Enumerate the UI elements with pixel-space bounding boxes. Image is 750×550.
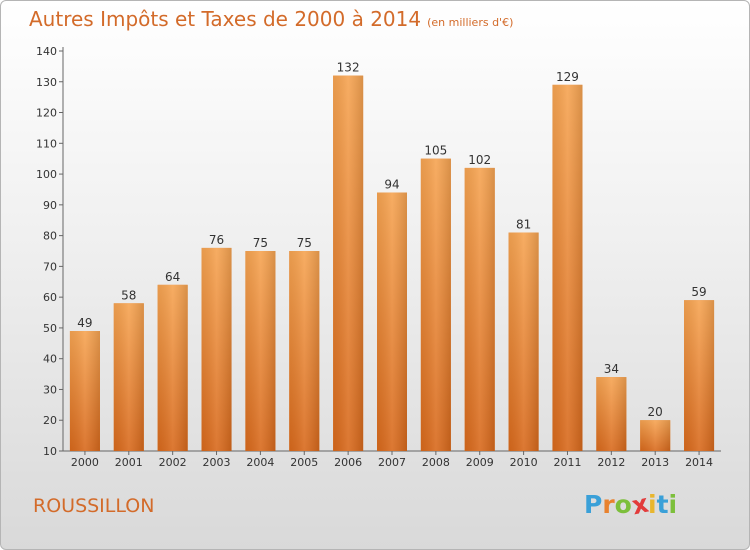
bar-shade: [552, 84, 583, 451]
y-tick-label: 100: [36, 168, 57, 181]
data-label: 58: [121, 288, 136, 302]
logo-letter: r: [602, 490, 615, 519]
y-tick-label: 10: [43, 445, 57, 458]
logo-letter: o: [614, 490, 632, 519]
chart-title: Autres Impôts et Taxes de 2000 à 2014: [29, 7, 422, 31]
y-tick-label: 60: [43, 291, 57, 304]
x-tick-label: 2004: [246, 456, 274, 469]
title-wrap: Autres Impôts et Taxes de 2000 à 2014 (en…: [29, 7, 513, 31]
y-tick-label: 90: [43, 199, 57, 212]
y-tick-label: 120: [36, 107, 57, 120]
data-label: 81: [516, 218, 531, 232]
data-label: 76: [209, 233, 224, 247]
y-tick-label: 70: [43, 260, 57, 273]
x-tick-label: 2006: [334, 456, 362, 469]
bar-shade: [245, 251, 276, 451]
y-tick-label: 40: [43, 353, 57, 366]
x-tick-label: 2001: [115, 456, 143, 469]
x-tick-label: 2012: [597, 456, 625, 469]
bar-shade: [596, 377, 627, 451]
data-label: 34: [604, 362, 619, 376]
logo-letter: i: [648, 490, 657, 519]
bar-shade: [289, 251, 320, 451]
data-label: 75: [253, 236, 268, 250]
data-label: 64: [165, 270, 180, 284]
bar-shade: [420, 158, 451, 451]
bar-shade: [201, 247, 232, 451]
bar-shade: [464, 167, 495, 451]
place-name: ROUSSILLON: [33, 495, 155, 517]
data-label: 75: [297, 236, 312, 250]
x-tick-label: 2011: [553, 456, 581, 469]
y-tick-label: 80: [43, 230, 57, 243]
data-label: 129: [556, 70, 579, 84]
bar-shade: [69, 331, 100, 451]
data-label: 59: [691, 285, 706, 299]
proxiti-logo: Proxiti: [584, 489, 678, 521]
bar-shade: [113, 303, 144, 451]
logo-letter: t: [656, 490, 669, 519]
x-tick-label: 2013: [641, 456, 669, 469]
data-label: 102: [468, 153, 491, 167]
bar-shade: [333, 75, 364, 451]
x-tick-label: 2014: [685, 456, 713, 469]
x-tick-label: 2008: [422, 456, 450, 469]
x-tick-label: 2007: [378, 456, 406, 469]
bar-shade: [377, 192, 407, 452]
data-label: 20: [648, 405, 663, 419]
x-tick-label: 2000: [71, 456, 99, 469]
x-tick-label: 2003: [203, 456, 231, 469]
bar-shade: [640, 420, 671, 451]
y-tick-label: 20: [43, 414, 57, 427]
y-tick-label: 130: [36, 76, 57, 89]
y-tick-label: 140: [36, 45, 57, 58]
bar-shade: [508, 232, 539, 451]
logo-letter: P: [584, 490, 603, 519]
data-label: 49: [77, 316, 92, 330]
bar-shade: [157, 284, 188, 451]
data-label: 94: [384, 178, 399, 192]
x-tick-label: 2005: [290, 456, 318, 469]
y-tick-label: 50: [43, 322, 57, 335]
data-label: 105: [424, 144, 447, 158]
logo-letter: i: [668, 490, 678, 519]
x-tick-label: 2010: [510, 456, 538, 469]
y-tick-label: 110: [36, 137, 57, 150]
chart-subtitle: (en milliers d'€): [427, 16, 514, 29]
y-tick-label: 30: [43, 383, 57, 396]
data-label: 132: [337, 61, 360, 75]
x-tick-label: 2009: [466, 456, 494, 469]
bar-shade: [684, 300, 715, 451]
x-tick-label: 2002: [159, 456, 187, 469]
